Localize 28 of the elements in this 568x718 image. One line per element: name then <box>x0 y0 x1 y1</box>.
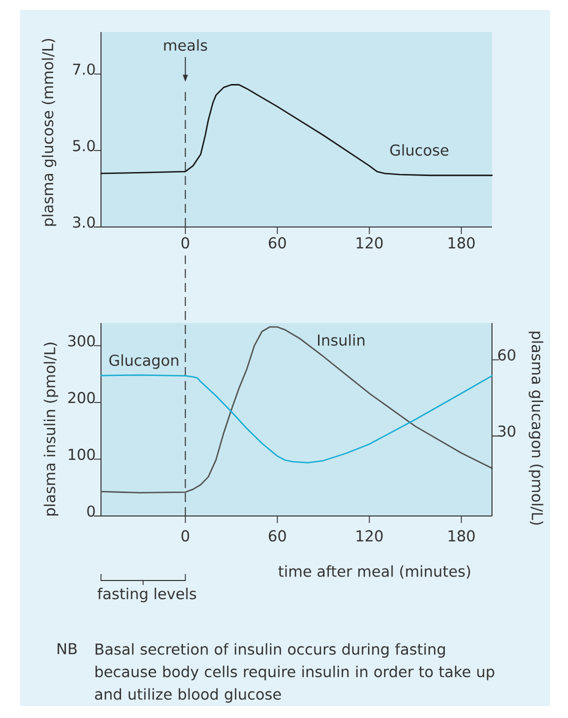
y-axis-title: plasma glucose (mmol/L) <box>42 39 56 226</box>
x-tick-label: 0 <box>182 530 190 542</box>
y2-axis-title: plasma glucagon (pmol/L) <box>528 332 544 525</box>
series-label: Insulin <box>318 334 364 346</box>
ref-line-label: meals <box>164 39 208 51</box>
y-tick-label: 100 <box>68 448 95 460</box>
x-axis-title: time after meal (minutes) <box>278 565 470 579</box>
x-tick-label: 60 <box>268 530 286 542</box>
x-tick-label: 180 <box>448 530 475 542</box>
series-label: Glucose <box>390 144 448 156</box>
y-tick-label: 3.0 <box>73 216 95 228</box>
y-tick-label: 7.0 <box>73 64 95 75</box>
y-tick-label: 200 <box>68 392 95 404</box>
x-tick-label: 0 <box>182 237 190 249</box>
y-tick-label: 300 <box>68 335 95 347</box>
text: NB <box>58 643 77 654</box>
y-tick-label: 0 <box>87 505 95 517</box>
x-tick-label: 120 <box>356 530 383 542</box>
x-tick-label: 60 <box>268 237 286 249</box>
text: fasting levels <box>98 588 196 602</box>
y2-tick-label: 30 <box>498 425 516 437</box>
y-axis-title: plasma insulin (pmol/L) <box>44 342 58 516</box>
text: Basal secretion of insulin occurs during fasting because body cells require insulin in order to take up and utilize blood glucose <box>95 643 494 703</box>
y2-tick-label: 60 <box>498 349 516 361</box>
series-label: Glucagon <box>109 354 178 369</box>
y-tick-label: 5.0 <box>73 140 95 152</box>
x-tick-label: 180 <box>448 237 475 249</box>
x-tick-label: 120 <box>356 237 383 249</box>
